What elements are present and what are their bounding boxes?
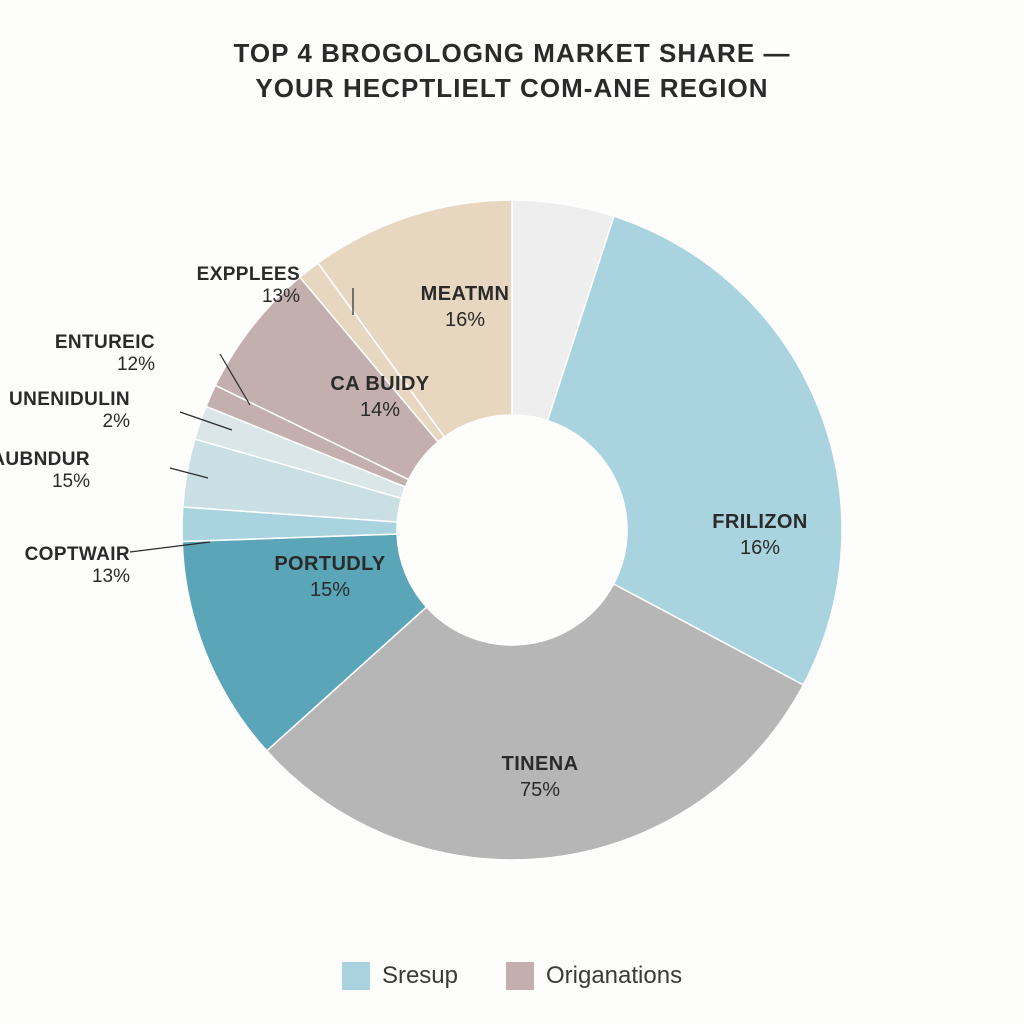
legend-label-origanations: Origanations: [546, 962, 682, 990]
legend-swatch-origanations: [506, 962, 534, 990]
legend-item-origanations: Origanations: [506, 962, 682, 990]
slice-label-meatmn: MEATMN: [421, 283, 510, 305]
slice-label-expplees: EXPPLEES: [197, 264, 300, 285]
slice-value-aharaubndur: 15%: [52, 471, 90, 492]
slice-label-aharaubndur: AHARAUBNDUR: [0, 449, 90, 470]
slice-value-unenidulin: 2%: [103, 411, 131, 432]
slice-label-coptwair: COPTWAIR: [25, 544, 130, 565]
slice-value-ca-buidy: 14%: [360, 399, 400, 421]
legend: Sresup Origanations: [0, 962, 1024, 990]
slice-value-meatmn: 16%: [445, 309, 485, 331]
slice-label-frilizon: FRILIZON: [712, 511, 807, 533]
legend-label-sresup: Sresup: [382, 962, 458, 990]
slice-value-entureic: 12%: [117, 354, 155, 375]
slice-value-frilizon: 16%: [740, 537, 780, 559]
slice-value-coptwair: 13%: [92, 566, 130, 587]
slice-label-tinena: TINENA: [502, 753, 579, 775]
legend-item-sresup: Sresup: [342, 962, 458, 990]
chart-title-line2: YOUR HECPTLIELT COM-ANE REGION: [0, 71, 1024, 106]
chart-title: TOP 4 BROGOLOGNG MARKET SHARE — YOUR HEC…: [0, 0, 1024, 106]
donut-chart: FRILIZON16%TINENA75%PORTUDLY15%COPTWAIR1…: [0, 130, 1024, 910]
legend-swatch-sresup: [342, 962, 370, 990]
slice-label-ca-buidy: CA BUIDY: [330, 373, 429, 395]
slice-value-tinena: 75%: [520, 779, 560, 801]
slice-value-portudly: 15%: [310, 579, 350, 601]
slice-label-portudly: PORTUDLY: [274, 553, 386, 575]
donut-svg: FRILIZON16%TINENA75%PORTUDLY15%COPTWAIR1…: [0, 130, 1024, 910]
slice-label-entureic: ENTUREIC: [55, 332, 155, 353]
chart-title-line1: TOP 4 BROGOLOGNG MARKET SHARE —: [0, 36, 1024, 71]
slice-value-expplees: 13%: [262, 286, 300, 307]
slice-label-unenidulin: UNENIDULIN: [9, 389, 130, 410]
